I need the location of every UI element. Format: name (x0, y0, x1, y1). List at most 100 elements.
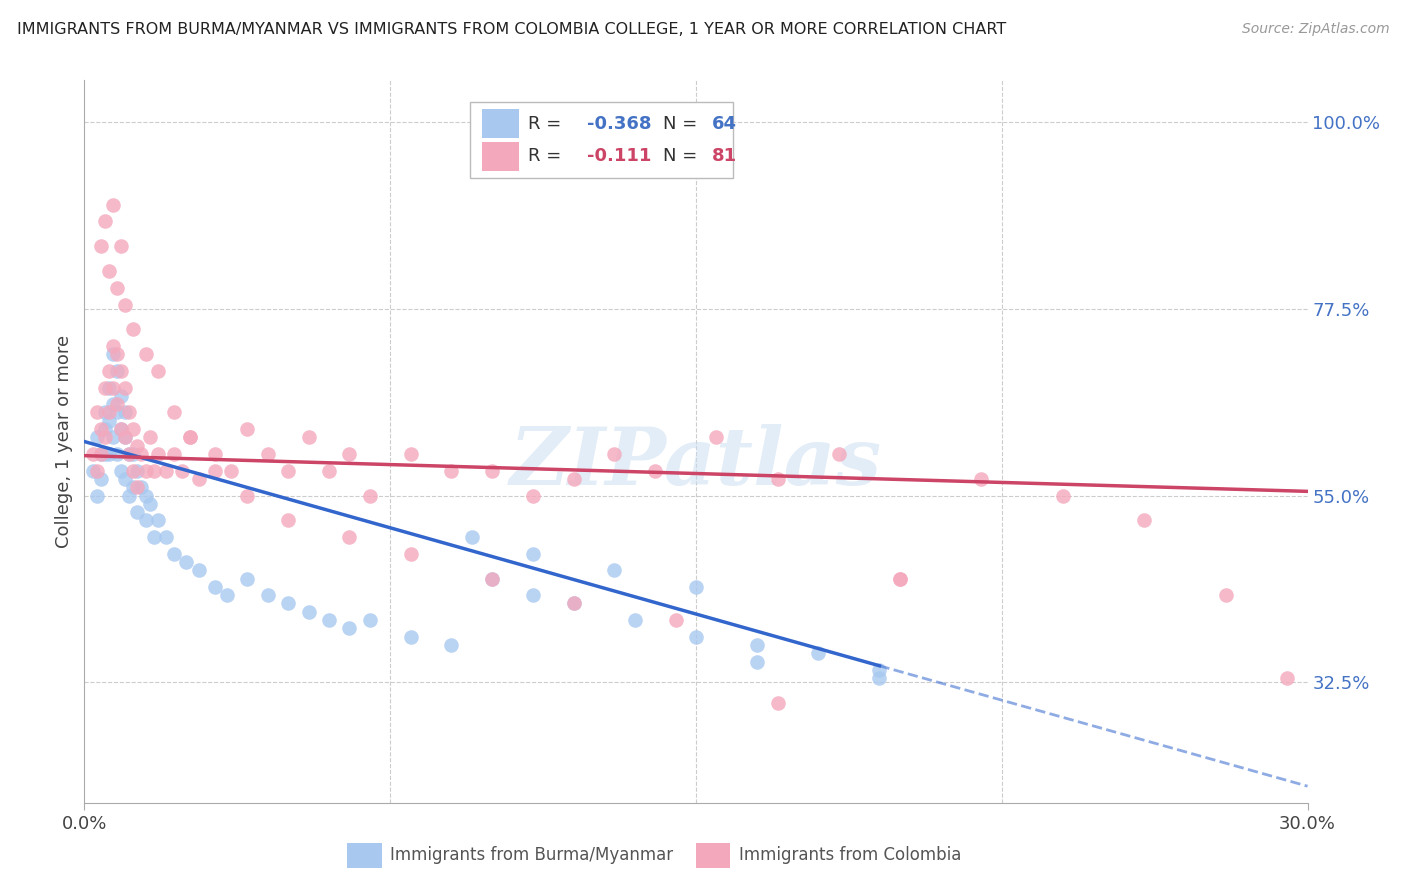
Point (114, 430, 136, 444)
Point (807, 646, 830, 660)
Point (399, 630, 422, 644)
Point (172, 464, 194, 478)
Point (138, 497, 160, 511)
Point (217, 588, 239, 602)
Point (889, 572, 911, 586)
Text: 81: 81 (711, 147, 737, 165)
Point (603, 563, 626, 577)
Point (1215, 588, 1237, 602)
Point (97, 380, 120, 394)
Point (624, 613, 647, 627)
Point (97, 405, 120, 419)
Point (522, 489, 544, 503)
Point (93, 422, 115, 436)
Point (114, 472, 136, 486)
Text: N =: N = (664, 115, 703, 133)
Text: Source: ZipAtlas.com: Source: ZipAtlas.com (1241, 22, 1389, 37)
Point (277, 597, 299, 611)
Point (110, 389, 132, 403)
Point (146, 513, 169, 527)
Point (122, 322, 145, 336)
Point (101, 198, 124, 212)
Point (522, 547, 544, 561)
Point (889, 572, 911, 586)
Point (86, 464, 108, 478)
Point (318, 613, 340, 627)
Point (142, 530, 165, 544)
Point (236, 489, 259, 503)
Point (97, 414, 120, 428)
Point (86, 405, 108, 419)
Point (86, 430, 108, 444)
Point (90, 447, 112, 461)
Point (146, 447, 169, 461)
Point (766, 472, 789, 486)
Point (155, 464, 177, 478)
Point (236, 422, 259, 436)
Point (127, 505, 149, 519)
FancyBboxPatch shape (470, 102, 733, 178)
Point (110, 422, 132, 436)
Point (135, 464, 157, 478)
Point (665, 613, 688, 627)
Point (93, 447, 115, 461)
Point (122, 422, 145, 436)
Point (146, 364, 169, 378)
Point (339, 621, 361, 635)
Point (747, 655, 769, 669)
Point (706, 430, 728, 444)
Point (644, 464, 666, 478)
Point (105, 397, 128, 411)
Point (318, 464, 340, 478)
Point (163, 405, 186, 419)
Point (399, 547, 422, 561)
Point (122, 464, 145, 478)
Point (562, 597, 585, 611)
Text: -0.368: -0.368 (588, 115, 651, 133)
Point (766, 696, 789, 710)
Text: 64: 64 (711, 115, 737, 133)
Point (114, 380, 136, 394)
FancyBboxPatch shape (482, 142, 519, 170)
Point (461, 530, 484, 544)
Text: Immigrants from Burma/Myanmar: Immigrants from Burma/Myanmar (391, 846, 673, 863)
Point (82, 464, 104, 478)
Point (481, 572, 503, 586)
Point (122, 447, 145, 461)
Point (970, 472, 993, 486)
Point (869, 663, 891, 677)
Point (105, 405, 128, 419)
Point (187, 472, 209, 486)
Point (135, 513, 157, 527)
Point (179, 430, 201, 444)
Y-axis label: College, 1 year or more: College, 1 year or more (55, 335, 73, 548)
Point (90, 422, 112, 436)
Point (110, 464, 132, 478)
Text: -0.111: -0.111 (588, 147, 651, 165)
Point (685, 630, 707, 644)
Point (163, 447, 186, 461)
Point (97, 364, 120, 378)
Point (105, 364, 128, 378)
Point (359, 613, 381, 627)
Point (118, 447, 141, 461)
Point (440, 464, 463, 478)
Point (257, 588, 280, 602)
Point (97, 264, 120, 278)
Point (1277, 671, 1299, 685)
Point (118, 447, 141, 461)
Point (90, 447, 112, 461)
Point (1133, 513, 1156, 527)
FancyBboxPatch shape (482, 109, 519, 138)
Point (562, 472, 585, 486)
Point (603, 447, 626, 461)
Point (90, 239, 112, 253)
Point (359, 489, 381, 503)
Point (869, 671, 891, 685)
Point (277, 513, 299, 527)
Point (127, 464, 149, 478)
Point (339, 447, 361, 461)
Point (114, 297, 136, 311)
Point (562, 597, 585, 611)
FancyBboxPatch shape (696, 843, 730, 868)
